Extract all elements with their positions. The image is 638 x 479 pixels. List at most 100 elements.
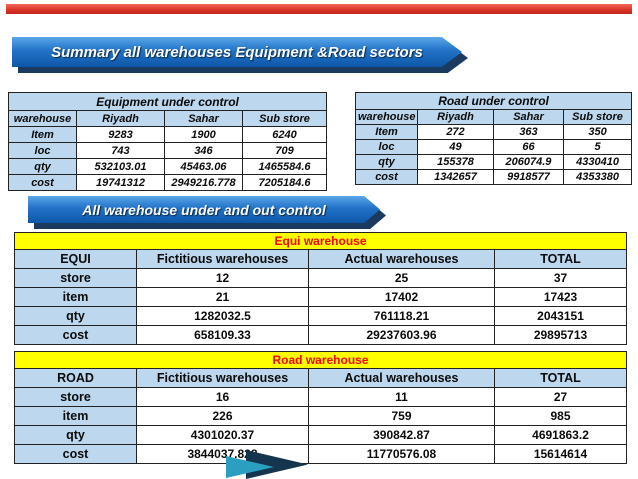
cell: 11 [308, 387, 495, 407]
col-header: Riyadh [417, 109, 494, 125]
cell: 29895713 [493, 325, 628, 345]
col-header: Sahar [493, 109, 564, 125]
col-header: Fictitious warehouses [136, 368, 309, 388]
cell: 7205184.6 [241, 174, 328, 191]
cell: 2043151 [493, 306, 628, 326]
table-title: Equi warehouse [13, 232, 628, 250]
cell: 37 [493, 268, 628, 288]
cell: 4691863.2 [493, 425, 628, 445]
col-header: Riyadh [76, 110, 165, 127]
cell: 4330410 [562, 154, 633, 170]
cell: 9918577 [493, 169, 564, 185]
table-row: cost 1342657 9918577 4353380 [355, 169, 633, 185]
row-label: cost [355, 169, 418, 185]
row-label: store [14, 268, 137, 288]
table-row: cost 658109.33 29237603.96 29895713 [14, 325, 628, 345]
cell: 17423 [493, 287, 628, 307]
cell: 1465584.6 [241, 158, 328, 175]
col-header: Actual warehouses [308, 249, 495, 269]
row-label: cost [14, 444, 137, 464]
cell: 985 [493, 406, 628, 426]
table-header-row: EQUI Fictitious warehouses Actual wareho… [14, 249, 628, 269]
col-header: Fictitious warehouses [136, 249, 309, 269]
col-header: Sub store [241, 110, 328, 127]
cell: 272 [417, 124, 494, 140]
table-title: Equipment under control [7, 92, 328, 111]
col-header: warehouse [355, 109, 418, 125]
cell: 709 [241, 142, 328, 159]
table-row: cost 19741312 2949216.778 7205184.6 [8, 174, 328, 191]
road-warehouse-table: Road warehouse ROAD Fictitious warehouse… [13, 351, 628, 464]
cell: 226 [136, 406, 309, 426]
arrow-decoration [226, 450, 318, 479]
table-row: store 12 25 37 [14, 268, 628, 288]
equipment-under-control-table: Equipment under control warehouse Riyadh… [7, 92, 328, 191]
table-title: Road warehouse [13, 351, 628, 369]
equi-warehouse-table: Equi warehouse EQUI Fictitious warehouse… [13, 232, 628, 345]
table-title-row: Road warehouse [13, 351, 628, 369]
table-row: item 226 759 985 [14, 406, 628, 426]
table-title-row: Equipment under control [7, 92, 328, 111]
table-row: qty 155378 206074.9 4330410 [355, 154, 633, 170]
cell: 532103.01 [76, 158, 165, 175]
table-row: qty 4301020.37 390842.87 4691863.2 [14, 425, 628, 445]
col-header: EQUI [14, 249, 137, 269]
cell: 759 [308, 406, 495, 426]
cell: 6240 [241, 126, 328, 143]
cell: 1282032.5 [136, 306, 309, 326]
table-row: store 16 11 27 [14, 387, 628, 407]
table-row: item 21 17402 17423 [14, 287, 628, 307]
cell: 11770576.08 [308, 444, 495, 464]
cell: 66 [493, 139, 564, 155]
cell: 1342657 [417, 169, 494, 185]
row-label: qty [14, 306, 137, 326]
cell: 5 [562, 139, 633, 155]
cell: 743 [76, 142, 165, 159]
row-label: Item [8, 126, 77, 143]
row-label: store [14, 387, 137, 407]
cell: 2949216.778 [164, 174, 243, 191]
table-row: Item 272 363 350 [355, 124, 633, 140]
cell: 27 [493, 387, 628, 407]
col-header: Actual warehouses [308, 368, 495, 388]
cell: 9283 [76, 126, 165, 143]
cell: 1900 [164, 126, 243, 143]
row-label: item [14, 287, 137, 307]
table-row: loc 743 346 709 [8, 142, 328, 159]
cell: 19741312 [76, 174, 165, 191]
cell: 4353380 [562, 169, 633, 185]
cell: 346 [164, 142, 243, 159]
table-header-row: warehouse Riyadh Sahar Sub store [8, 110, 328, 127]
cell: 21 [136, 287, 309, 307]
table-header-row: ROAD Fictitious warehouses Actual wareho… [14, 368, 628, 388]
cell: 49 [417, 139, 494, 155]
row-label: loc [355, 139, 418, 155]
table-header-row: warehouse Riyadh Sahar Sub store [355, 109, 633, 125]
table-row: qty 1282032.5 761118.21 2043151 [14, 306, 628, 326]
col-header: Sahar [164, 110, 243, 127]
banner-title: Summary all warehouses Equipment &Road s… [12, 37, 462, 67]
cell: 12 [136, 268, 309, 288]
cell: 363 [493, 124, 564, 140]
table-title-row: Equi warehouse [13, 232, 628, 250]
summary-banner: Summary all warehouses Equipment &Road s… [12, 37, 468, 73]
row-label: Item [355, 124, 418, 140]
table-title-row: Road under control [354, 92, 633, 110]
row-label: qty [355, 154, 418, 170]
cell: 29237603.96 [308, 325, 495, 345]
col-header: TOTAL [493, 368, 628, 388]
col-header: Sub store [562, 109, 633, 125]
row-label: cost [14, 325, 137, 345]
cell: 658109.33 [136, 325, 309, 345]
row-label: loc [8, 142, 77, 159]
table-row: qty 532103.01 45463.06 1465584.6 [8, 158, 328, 175]
cell: 15614614 [493, 444, 628, 464]
row-label: qty [14, 425, 137, 445]
cell: 25 [308, 268, 495, 288]
table-row: Item 9283 1900 6240 [8, 126, 328, 143]
cell: 390842.87 [308, 425, 495, 445]
cell: 206074.9 [493, 154, 564, 170]
banner-title: All warehouse under and out control [28, 196, 380, 223]
cell: 16 [136, 387, 309, 407]
